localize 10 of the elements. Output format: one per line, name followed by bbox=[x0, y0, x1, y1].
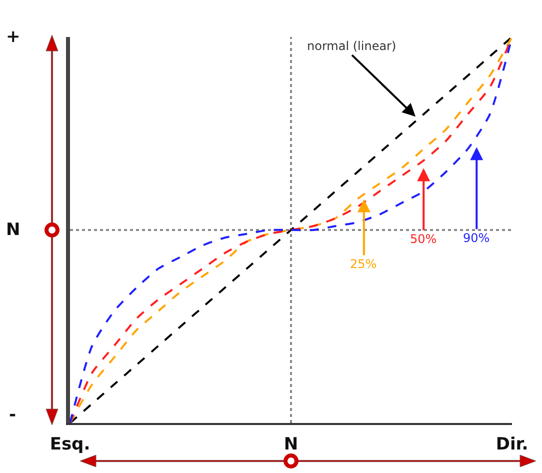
annotation: 90% bbox=[463, 231, 490, 245]
x-tick-label: N bbox=[284, 434, 298, 454]
text: + bbox=[6, 27, 20, 47]
text: N bbox=[6, 220, 20, 240]
annotation: normal (linear) bbox=[307, 39, 396, 53]
x-tick-label: Esq. bbox=[50, 434, 90, 454]
annotation: 25% bbox=[350, 257, 377, 271]
x-tick-label: Dir. bbox=[496, 434, 528, 454]
annotation: 50% bbox=[410, 232, 437, 246]
text: - bbox=[9, 405, 16, 425]
